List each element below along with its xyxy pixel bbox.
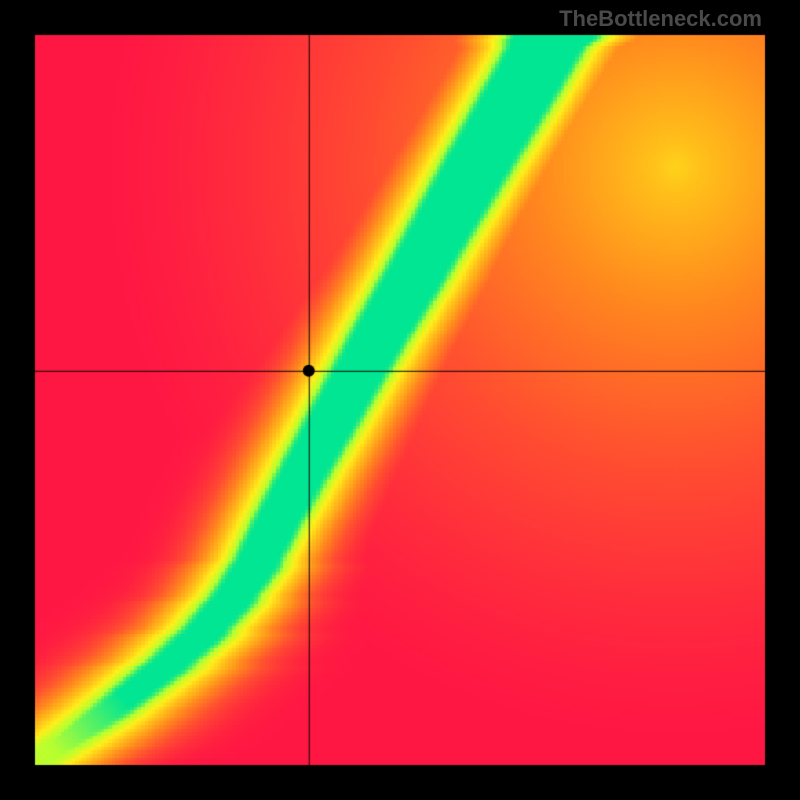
chart-container: TheBottleneck.com [0, 0, 800, 800]
crosshair-overlay[interactable] [0, 0, 800, 800]
